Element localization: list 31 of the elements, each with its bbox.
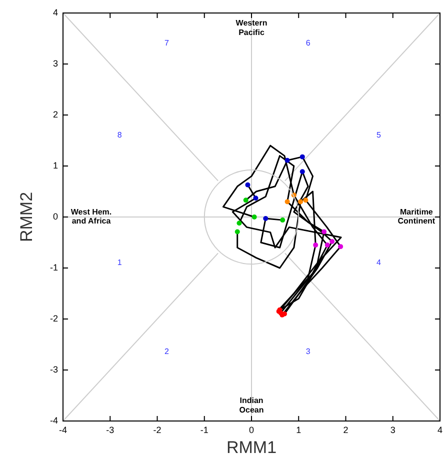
x-tick-label: 0 — [248, 425, 254, 435]
y-tick-label: -3 — [50, 364, 58, 374]
y-axis-title: RMM2 — [17, 192, 36, 242]
annotation: 4 — [376, 258, 382, 268]
x-tick-label: -2 — [153, 425, 162, 435]
annotation: 1 — [117, 258, 122, 268]
y-tick-label: -1 — [50, 262, 58, 272]
annotation: 2 — [164, 347, 170, 356]
y-tick-label: 1 — [52, 160, 58, 170]
annotation: 8 — [117, 130, 122, 140]
annotation: Indian Ocean — [239, 396, 264, 414]
x-tick-label: -3 — [106, 425, 114, 435]
y-tick-label: 3 — [52, 58, 58, 68]
x-tick-label: -1 — [200, 425, 208, 435]
y-tick-label: 2 — [52, 109, 58, 120]
x-axis-title: RMM1 — [226, 438, 277, 457]
annotation: West Hem. and Africa — [70, 208, 112, 226]
x-tick-label: 2 — [343, 425, 348, 435]
x-tick-label: 1 — [296, 425, 302, 435]
x-tick-label: 3 — [390, 425, 396, 435]
annotation: Maritime Continent — [398, 208, 436, 226]
y-tick-label: -4 — [50, 415, 58, 426]
annotation: 3 — [306, 347, 311, 356]
annotation: Western Pacific — [236, 18, 268, 38]
y-tick-label: -2 — [50, 313, 58, 324]
y-tick-label: 0 — [52, 211, 58, 222]
annotation: 6 — [306, 38, 311, 48]
x-tick-label: 4 — [437, 425, 443, 435]
y-tick-label: 4 — [52, 7, 58, 18]
annotation: 7 — [164, 38, 170, 48]
annotation: 5 — [376, 130, 382, 140]
